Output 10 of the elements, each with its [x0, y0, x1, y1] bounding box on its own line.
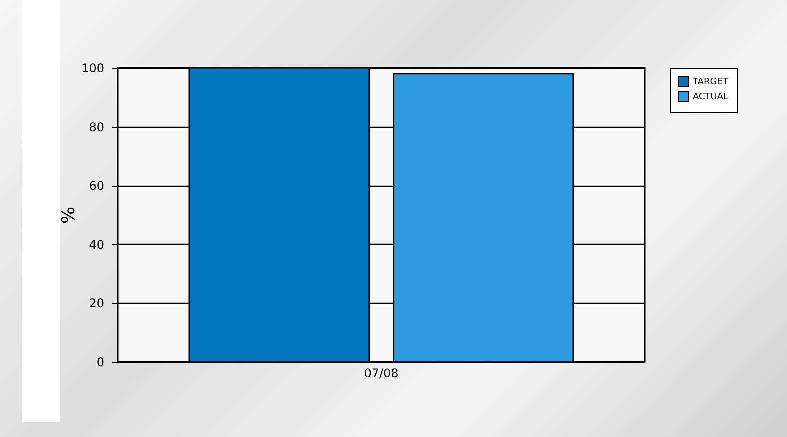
legend-label: TARGET — [692, 78, 729, 88]
y-tick-label: 40 — [89, 238, 104, 252]
x-tick-label: 07/08 — [364, 366, 399, 380]
y-tick-label: 0 — [96, 356, 104, 370]
y-tick-label: 20 — [89, 296, 104, 311]
y-tick-label: 80 — [89, 120, 104, 134]
y-tick-label: 60 — [89, 179, 104, 194]
y-tick-label: 100 — [82, 62, 104, 76]
legend-label: ACTUAL — [693, 92, 729, 102]
y-axis-title: % — [58, 206, 80, 224]
